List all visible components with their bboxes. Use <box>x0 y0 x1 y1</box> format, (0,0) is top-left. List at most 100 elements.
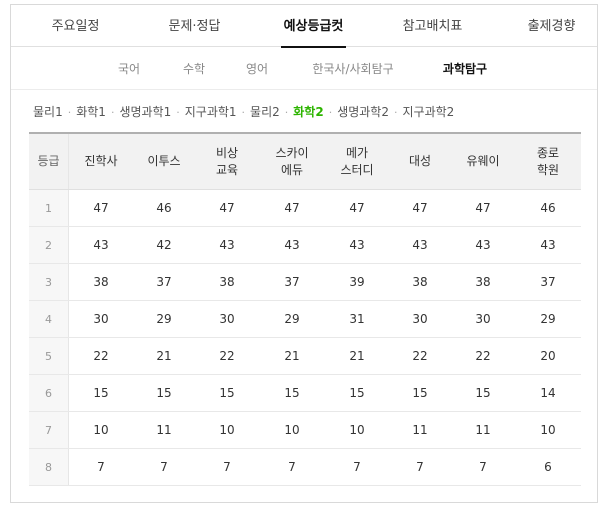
sub-tab-4[interactable]: 과학탐구 <box>442 62 488 76</box>
grade-cut-panel: 주요일정 문제·정답 예상등급컷 참고배치표 출제경향 국어 수학 영어 한국사/사회탐구 과학… <box>10 4 598 503</box>
score-cell: 43 <box>412 238 428 252</box>
sub-tab-3[interactable]: 한국사/사회탐구 <box>312 62 394 76</box>
score-cell: 37 <box>156 275 172 289</box>
subject-item-6[interactable]: 생명과학2 <box>337 105 389 119</box>
separator-dot: · <box>393 106 398 119</box>
column-header-7: 종로 학원 <box>515 134 581 189</box>
score-cell: 47 <box>412 201 428 215</box>
main-tab-label: 주요일정 <box>51 19 100 34</box>
score-cell: 47 <box>219 201 235 215</box>
column-header-3: 스카이 에듀 <box>259 134 325 189</box>
table-row: 7 10 11 10 10 10 11 11 10 <box>29 412 581 449</box>
subject-item-4[interactable]: 물리2 <box>250 105 280 119</box>
grade-cell: 1 <box>29 190 69 226</box>
score-cell: 38 <box>219 275 235 289</box>
subject-filter-list: 물리1 · 화학1 · 생명과학1 · 지구과학1 · 물리2 · 화학2 · 생명과학2 · 지구과학2 <box>33 103 454 123</box>
score-cell: 38 <box>475 275 491 289</box>
main-tab-4[interactable]: 출제경향 <box>493 5 610 47</box>
score-cell: 10 <box>540 423 556 437</box>
sub-tab-1[interactable]: 수학 <box>182 62 206 76</box>
score-cell: 43 <box>349 238 365 252</box>
score-cell: 47 <box>284 201 300 215</box>
subject-item-5[interactable]: 화학2 <box>293 105 324 119</box>
score-cell: 30 <box>475 312 491 326</box>
score-cell: 22 <box>475 349 491 363</box>
score-cell: 11 <box>475 423 491 437</box>
score-cell: 37 <box>284 275 300 289</box>
sub-tab-bar: 국어 수학 영어 한국사/사회탐구 과학탐구 <box>11 48 597 90</box>
score-cell: 15 <box>475 386 491 400</box>
table-header-row: 등급 진학사 이투스 비상 교육 스카이 에듀 메가 스터디 대성 유웨이 종로 학원 <box>29 134 581 190</box>
main-tab-label: 예상등급컷 <box>283 19 344 34</box>
main-tab-2[interactable]: 예상등급컷 <box>255 5 372 48</box>
subject-item-1[interactable]: 화학1 <box>76 105 106 119</box>
table-row: 8 7 7 7 7 7 7 7 6 <box>29 449 581 486</box>
grade-cell: 4 <box>29 301 69 337</box>
score-cell: 10 <box>349 423 365 437</box>
main-tab-label: 참고배치표 <box>402 19 463 34</box>
score-cell: 11 <box>412 423 428 437</box>
main-tab-label: 출제경향 <box>527 19 576 34</box>
score-cell: 42 <box>156 238 172 252</box>
score-cell: 7 <box>160 460 168 474</box>
grade-cell: 6 <box>29 375 69 411</box>
score-cell: 29 <box>284 312 300 326</box>
subject-item-7[interactable]: 지구과학2 <box>402 105 455 119</box>
score-cell: 21 <box>349 349 365 363</box>
score-cell: 11 <box>156 423 172 437</box>
score-cell: 46 <box>156 201 172 215</box>
score-cell: 47 <box>93 201 109 215</box>
table-row: 5 22 21 22 21 21 22 22 20 <box>29 338 581 375</box>
column-header-0: 진학사 <box>69 134 133 189</box>
score-cell: 38 <box>93 275 109 289</box>
subject-item-3[interactable]: 지구과학1 <box>184 105 237 119</box>
score-cell: 29 <box>156 312 172 326</box>
column-header-5: 대성 <box>389 134 451 189</box>
separator-dot: · <box>284 106 289 119</box>
score-cell: 7 <box>97 460 105 474</box>
grade-cell: 2 <box>29 227 69 263</box>
score-cell: 30 <box>93 312 109 326</box>
table-row: 1 47 46 47 47 47 47 47 46 <box>29 190 581 227</box>
score-cell: 47 <box>475 201 491 215</box>
score-cell: 6 <box>544 460 552 474</box>
separator-dot: · <box>67 106 72 119</box>
subject-item-2[interactable]: 생명과학1 <box>119 105 172 119</box>
grade-cell: 8 <box>29 449 69 485</box>
main-tab-1[interactable]: 문제·정답 <box>136 5 253 47</box>
score-cell: 15 <box>349 386 365 400</box>
score-cell: 43 <box>284 238 300 252</box>
main-tab-bar: 주요일정 문제·정답 예상등급컷 참고배치표 출제경향 <box>11 5 597 48</box>
sub-tab-0[interactable]: 국어 <box>117 62 141 76</box>
score-cell: 15 <box>412 386 428 400</box>
table-row: 2 43 42 43 43 43 43 43 43 <box>29 227 581 264</box>
score-cell: 47 <box>349 201 365 215</box>
score-cell: 43 <box>540 238 556 252</box>
score-cell: 22 <box>412 349 428 363</box>
main-tab-3[interactable]: 참고배치표 <box>374 5 491 47</box>
score-cell: 46 <box>540 201 556 215</box>
score-cell: 43 <box>219 238 235 252</box>
column-header-6: 유웨이 <box>451 134 515 189</box>
subject-item-0[interactable]: 물리1 <box>33 105 63 119</box>
score-cell: 7 <box>288 460 296 474</box>
sub-tab-2[interactable]: 영어 <box>245 62 269 76</box>
score-cell: 7 <box>479 460 487 474</box>
score-cell: 30 <box>412 312 428 326</box>
table-row: 4 30 29 30 29 31 30 30 29 <box>29 301 581 338</box>
separator-dot: · <box>328 106 333 119</box>
main-tab-0[interactable]: 주요일정 <box>17 5 134 47</box>
score-cell: 38 <box>412 275 428 289</box>
score-cell: 43 <box>475 238 491 252</box>
table-row: 3 38 37 38 37 39 38 38 37 <box>29 264 581 301</box>
score-cell: 22 <box>93 349 109 363</box>
score-cell: 31 <box>349 312 365 326</box>
separator-dot: · <box>110 106 115 119</box>
score-cell: 43 <box>93 238 109 252</box>
grade-cell: 7 <box>29 412 69 448</box>
score-cell: 7 <box>353 460 361 474</box>
score-cell: 21 <box>156 349 172 363</box>
score-cell: 20 <box>540 349 556 363</box>
score-cell: 29 <box>540 312 556 326</box>
column-header-2: 비상 교육 <box>195 134 259 189</box>
